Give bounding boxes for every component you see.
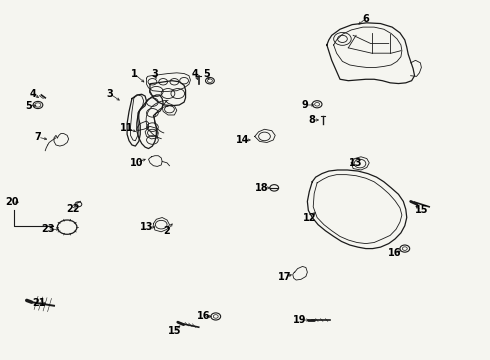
Text: 20: 20: [5, 197, 19, 207]
Text: 19: 19: [293, 315, 306, 325]
Text: 13: 13: [140, 222, 153, 232]
Text: 2: 2: [164, 226, 171, 236]
Text: 17: 17: [278, 272, 292, 282]
Text: 12: 12: [302, 212, 316, 222]
Text: 5: 5: [25, 101, 31, 111]
Text: 9: 9: [301, 100, 308, 110]
Text: 21: 21: [33, 298, 46, 308]
Text: 3: 3: [151, 68, 158, 78]
Text: 14: 14: [236, 135, 249, 145]
Text: 15: 15: [415, 205, 428, 215]
Text: 8: 8: [309, 115, 316, 125]
Text: 11: 11: [121, 123, 134, 133]
Text: 18: 18: [255, 183, 269, 193]
Text: 22: 22: [67, 204, 80, 214]
Text: 16: 16: [388, 248, 402, 258]
Text: 7: 7: [35, 132, 41, 142]
Text: 10: 10: [130, 158, 144, 168]
Text: 23: 23: [41, 224, 54, 234]
Text: 6: 6: [363, 14, 369, 23]
Text: 13: 13: [349, 158, 363, 168]
Text: 1: 1: [130, 68, 137, 78]
Text: 5: 5: [204, 68, 210, 78]
Text: 15: 15: [168, 326, 181, 336]
Text: 3: 3: [106, 89, 113, 99]
Text: 4: 4: [192, 68, 198, 78]
Text: 4: 4: [30, 89, 36, 99]
Text: 16: 16: [197, 311, 210, 321]
